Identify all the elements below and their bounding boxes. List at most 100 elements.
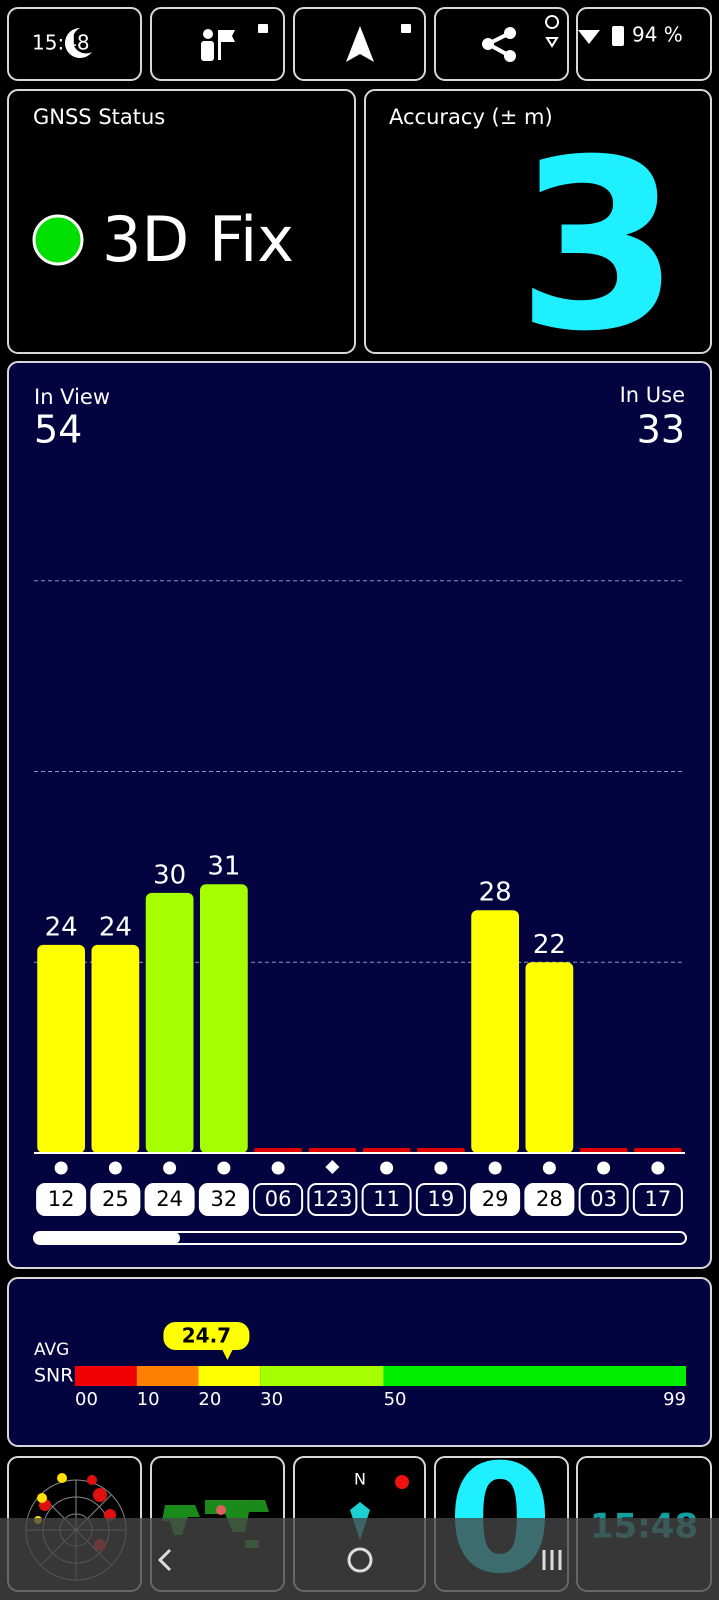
satellite-id: 06	[265, 1187, 292, 1211]
satellite-badge	[144, 1183, 195, 1216]
satellite-id: 28	[536, 1187, 563, 1211]
share-tile[interactable]	[434, 7, 569, 81]
fix-status: 3D Fix	[102, 203, 294, 276]
satellite-badge	[307, 1183, 358, 1216]
snr-bar-chart: 24 12 24 25 30 24 31 32 06 123 11 19 28 29 22 28 03 17	[34, 580, 685, 1216]
bar	[254, 1148, 302, 1153]
satellite-badge	[632, 1183, 683, 1216]
gauge-tick-label: 30	[260, 1389, 283, 1410]
avg-label: AVG	[34, 1340, 69, 1360]
satellite-badge	[470, 1183, 521, 1216]
gnss-status-panel	[7, 89, 356, 354]
fix-indicator	[32, 214, 84, 266]
gauge-tick-label: 10	[137, 1389, 160, 1410]
satellite-id: 123	[312, 1187, 352, 1211]
bar	[471, 910, 519, 1153]
in-use-label: In Use	[620, 383, 685, 407]
satellite-badge	[361, 1183, 412, 1216]
satellite-id: 12	[48, 1187, 75, 1211]
satellite-id: 25	[102, 1187, 129, 1211]
gauge-segment	[383, 1366, 686, 1386]
constellation-marker	[651, 1161, 665, 1175]
accuracy-value: 3	[516, 110, 680, 383]
satellite-badge	[90, 1183, 141, 1216]
satellite-badge	[198, 1183, 249, 1216]
gnss-status-title: GNSS Status	[33, 105, 165, 129]
battery-level: 94 %	[632, 23, 683, 47]
gauge-tick-label: 99	[663, 1389, 686, 1410]
gauge-segment	[75, 1366, 137, 1386]
satellite-badge	[36, 1183, 87, 1216]
bar	[200, 884, 248, 1153]
gauge-segment	[198, 1366, 261, 1386]
bar	[91, 944, 140, 1153]
satellite-badge	[415, 1183, 466, 1216]
constellation-marker	[54, 1161, 68, 1175]
in-use-count: 33	[637, 408, 685, 452]
bar	[417, 1148, 465, 1153]
gauge-segment	[260, 1366, 384, 1386]
bar-value-label: 22	[533, 930, 566, 960]
battery-tile[interactable]	[576, 7, 712, 81]
bar	[634, 1148, 682, 1153]
guide-icon	[201, 24, 268, 61]
satellite-id: 24	[156, 1187, 183, 1211]
constellation-marker	[542, 1161, 556, 1175]
satellite-badge	[578, 1183, 629, 1216]
in-view-label: In View	[34, 385, 110, 409]
bar	[362, 1148, 411, 1153]
home-button[interactable]	[347, 1547, 373, 1573]
gauge-bubble	[163, 1322, 250, 1350]
bar	[525, 962, 574, 1153]
satellite-id: 32	[211, 1187, 238, 1211]
satellite-id: 29	[482, 1187, 509, 1211]
constellation-marker	[163, 1161, 177, 1175]
constellation-marker	[597, 1161, 611, 1175]
constellation-marker	[380, 1161, 394, 1175]
back-button[interactable]	[157, 1548, 172, 1572]
recents-button[interactable]	[542, 1550, 562, 1570]
status-time: 15:48	[32, 31, 90, 55]
accuracy-panel	[364, 89, 712, 354]
bar	[308, 1148, 357, 1153]
bar-value-label: 24	[45, 912, 78, 942]
navigation-icon	[346, 24, 411, 62]
avg-snr-value: 24.7	[182, 1324, 231, 1348]
scroll-thumb[interactable]	[34, 1232, 180, 1244]
gauge-tick-label: 00	[75, 1389, 98, 1410]
bar-value-label: 24	[99, 912, 132, 942]
bar-value-label: 30	[153, 860, 186, 890]
snr-label: SNR	[34, 1365, 73, 1387]
satellite-badge	[524, 1183, 575, 1216]
in-view-count: 54	[34, 408, 82, 452]
signal-battery-icons	[578, 26, 624, 46]
share-icon	[482, 15, 560, 62]
constellation-marker	[488, 1161, 502, 1175]
gauge-tick-label: 20	[198, 1389, 221, 1410]
satellite-id: 11	[373, 1187, 400, 1211]
satellite-badge	[253, 1183, 304, 1216]
compass-north: N	[354, 1470, 366, 1489]
moon-icon	[65, 28, 92, 59]
accuracy-title: Accuracy (± m)	[389, 105, 553, 129]
satellite-id: 03	[590, 1187, 617, 1211]
compass-marker	[395, 1475, 409, 1489]
snr-gauge: 00 10 20 30 50 99 24.7	[75, 1322, 686, 1410]
time-tile[interactable]	[7, 7, 142, 81]
satellite-id: 17	[645, 1187, 672, 1211]
gauge-tick-label: 50	[384, 1389, 407, 1410]
gauge-segment	[136, 1366, 199, 1386]
constellation-marker	[271, 1161, 285, 1175]
bar-value-label: 28	[479, 878, 512, 908]
constellation-marker	[217, 1161, 231, 1175]
bar	[579, 1148, 628, 1153]
constellation-marker	[108, 1161, 122, 1175]
constellation-marker	[325, 1160, 340, 1174]
satellite-id: 19	[428, 1187, 455, 1211]
mode-tile[interactable]	[150, 7, 285, 81]
constellation-marker	[434, 1161, 448, 1175]
navigation-bar	[0, 1518, 719, 1600]
snr-panel	[7, 1277, 712, 1447]
